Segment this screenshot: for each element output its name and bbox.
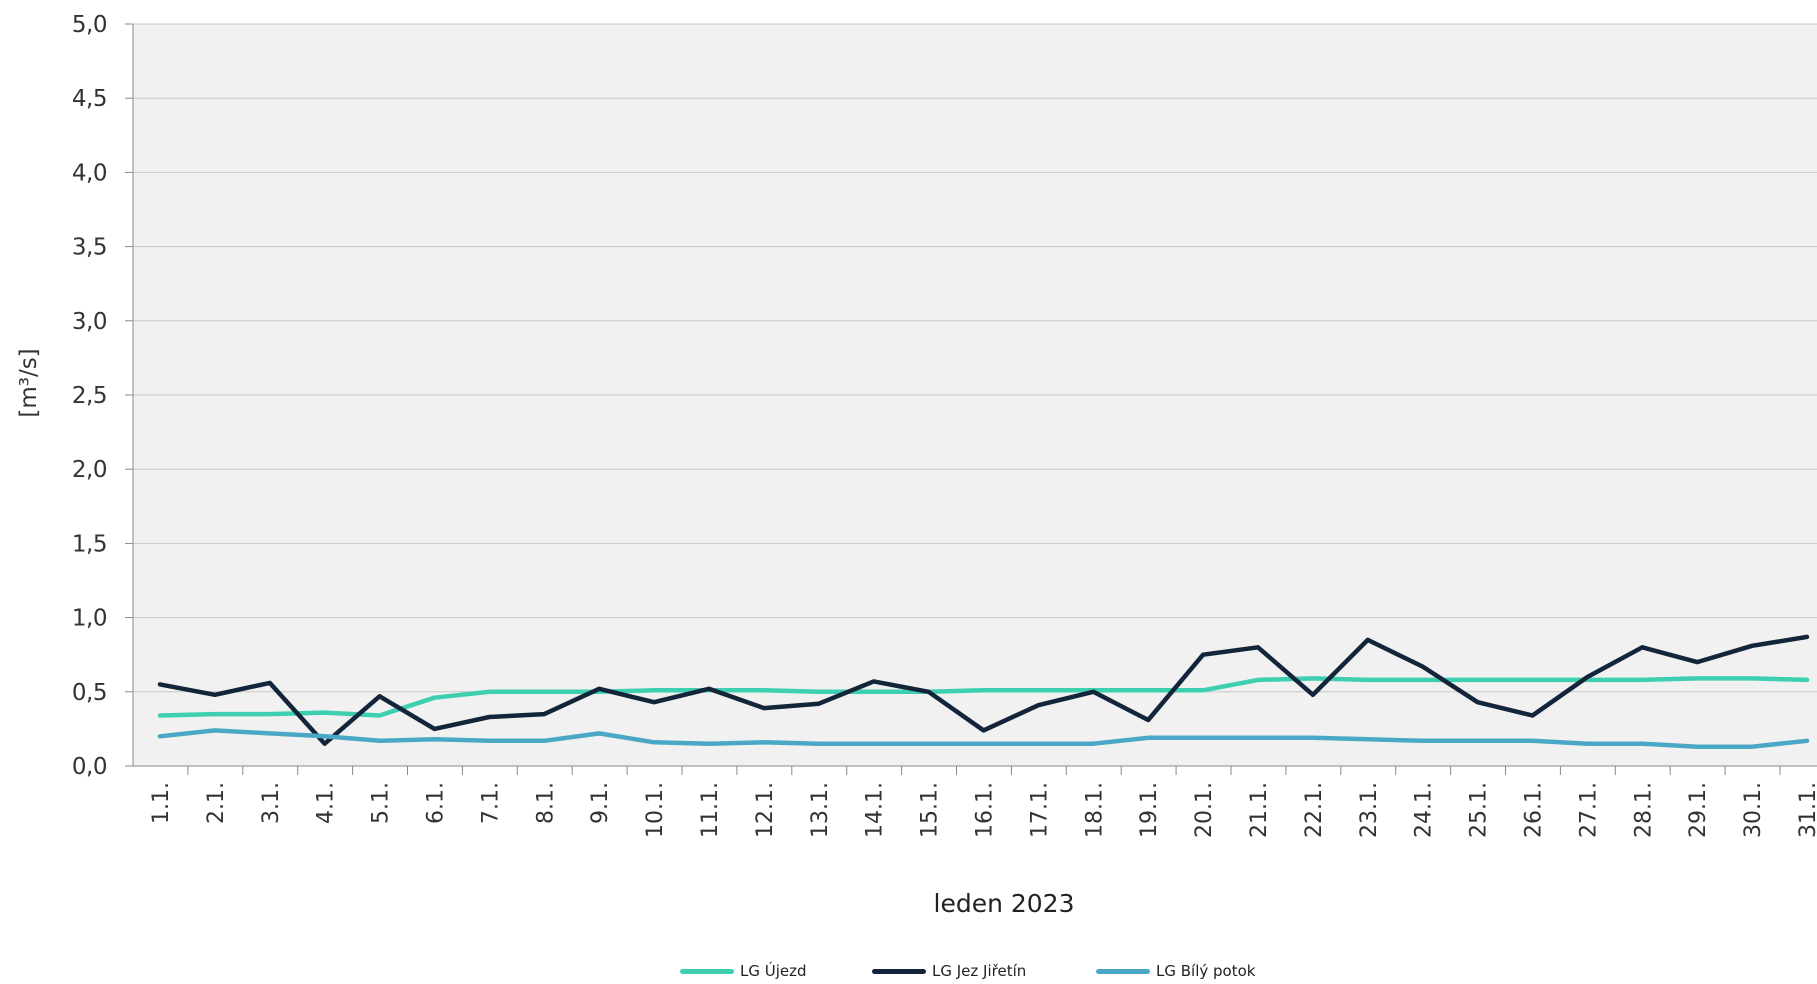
legend-item-bily-potok: LG Bílý potok: [1096, 962, 1255, 980]
legend-item-jez-jiretin: LG Jez Jiřetín: [872, 962, 1026, 980]
x-tick-label: 17.1.: [1027, 782, 1052, 838]
x-tick-label: 11.1.: [698, 782, 723, 838]
series-line-2: [157, 728, 1810, 749]
y-tick-label: 3,5: [72, 235, 107, 261]
x-tick-label: 5.1.: [369, 782, 394, 824]
y-tick-label: 0,0: [72, 754, 107, 780]
x-tick-label: 10.1.: [643, 782, 668, 838]
x-tick-label: 22.1.: [1302, 782, 1327, 838]
y-tick-label: 1,0: [72, 606, 107, 632]
y-tick-label: 3,0: [72, 309, 107, 335]
y-tick-label: 1,5: [72, 531, 107, 557]
x-tick-label: 8.1.: [533, 782, 558, 824]
x-tick-label: 28.1.: [1631, 782, 1656, 838]
x-tick-label: 9.1.: [588, 782, 613, 824]
y-tick-label: 2,0: [72, 457, 107, 483]
series-lines: [157, 634, 1810, 749]
x-tick-label: 29.1.: [1686, 782, 1711, 838]
y-tick-label: 4,5: [72, 86, 107, 112]
x-tick-label: 18.1.: [1082, 782, 1107, 838]
x-tick-label: 16.1.: [973, 782, 998, 838]
x-tick-label: 4.1.: [314, 782, 339, 824]
x-tick-label: 1.1.: [149, 782, 174, 824]
x-tick-label: 7.1.: [478, 782, 503, 824]
x-tick-label: 21.1.: [1247, 782, 1272, 838]
legend-label-bily-potok: LG Bílý potok: [1156, 962, 1256, 980]
y-axis-label: [m³/s]: [16, 348, 42, 417]
x-tick-label: 20.1.: [1192, 782, 1217, 838]
x-tick-label: 13.1.: [808, 782, 833, 838]
x-tick-label: 26.1.: [1522, 782, 1547, 838]
x-tick-label: 27.1.: [1576, 782, 1601, 838]
y-tick-label: 5,0: [72, 12, 107, 38]
x-tick-labels: 1.1. 2.1. 3.1. 4.1. 5.1. 6.1. 7.1. 8.1. 9.1. 10.1…: [149, 782, 1817, 838]
x-tick-label: 15.1.: [918, 782, 943, 838]
x-tick-label: 30.1.: [1741, 782, 1766, 838]
x-tick-label: 3.1.: [259, 782, 284, 824]
y-tick-labels: 0,0 0,5 1,0 1,5 2,0 2,5 3,0 3,5 4,0 4,5 5,0: [72, 12, 108, 780]
legend: LG Újezd LG Jez Jiřetín LG Bílý potok: [0, 962, 1817, 984]
x-axis-label: leden 2023: [934, 889, 1075, 918]
x-tick-label: 24.1.: [1412, 782, 1437, 838]
x-tick-label: 19.1.: [1137, 782, 1162, 838]
y-tick-label: 0,5: [72, 680, 107, 706]
legend-swatch-bily-potok: [1096, 968, 1150, 974]
y-tick-label: 2,5: [72, 383, 107, 409]
x-tick-label: 31.1.: [1796, 782, 1817, 838]
legend-label-ujezd: LG Újezd: [740, 962, 807, 980]
chart: 0,0 0,5 1,0 1,5 2,0 2,5 3,0 3,5 4,0 4,5 5,0 1.1. 2.…: [16, 12, 1817, 918]
x-tick-label: 2.1.: [204, 782, 229, 824]
legend-swatch-ujezd: [680, 968, 734, 974]
series-line-1: [157, 634, 1810, 746]
legend-swatch-jez-jiretin: [872, 968, 926, 974]
x-tick-label: 6.1.: [424, 782, 449, 824]
legend-label-jez-jiretin: LG Jez Jiřetín: [932, 962, 1027, 980]
y-tick-label: 4,0: [72, 160, 107, 186]
legend-item-ujezd: LG Újezd: [680, 962, 807, 980]
x-tick-label: 23.1.: [1357, 782, 1382, 838]
series-line-0: [157, 676, 1810, 718]
x-tick-label: 25.1.: [1467, 782, 1492, 838]
x-tick-label: 14.1.: [863, 782, 888, 838]
x-tick-label: 12.1.: [753, 782, 778, 838]
axes: [132, 24, 1817, 775]
